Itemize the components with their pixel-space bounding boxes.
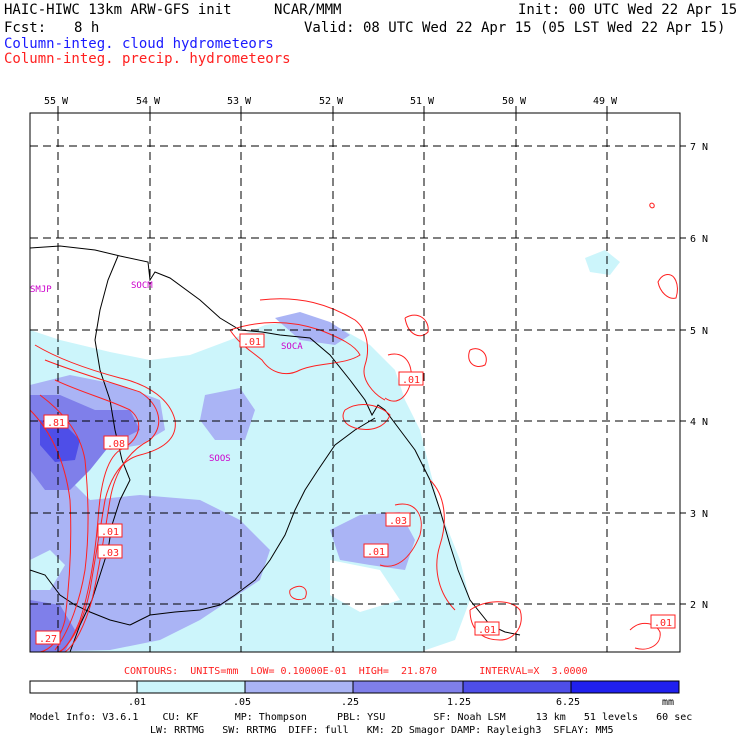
lon-label: 54 W [136,96,161,107]
fcst-value: 8 h [74,20,100,36]
colorbar-bin [352,680,464,694]
lon-label: 55 W [44,96,69,107]
fcst-label: Fcst: [4,20,47,36]
cloud-area-light-2 [330,560,400,612]
model-info-line2: LW: RRTMG SW: RRTMG DIFF: full KM: 2D Sm… [150,725,614,736]
contour-info: CONTOURS: UNITS=mm LOW= 0.10000E-01 HIGH… [124,666,588,677]
colorbar-bin [244,680,354,694]
station-label: SOCA [281,342,303,352]
lat-label: 4 N [690,417,708,428]
station-label: SOCM [131,281,153,291]
lat-label: 5 N [690,326,708,337]
cloud-shading [30,250,620,652]
latlon-grid [30,113,680,652]
colorbar-tick: 1.25 [447,697,471,708]
contour-label: .01 [654,618,672,629]
contour-label: .01 [478,625,496,636]
valid-time: Valid: 08 UTC Wed 22 Apr 15 (05 LST Wed … [304,20,726,36]
colorbar-tick: 6.25 [556,697,580,708]
contour-label: .03 [389,516,407,527]
lon-label: 50 W [502,96,527,107]
colorbar-unit: mm [662,697,674,708]
lon-label: 52 W [319,96,344,107]
colorbar-bin [570,680,680,694]
contour-label: .01 [243,337,261,348]
contour-label: .08 [107,439,125,450]
frame-ticks [57,106,686,605]
plot-frame [29,112,681,653]
contour-label: .81 [47,418,65,429]
lat-label: 2 N [690,600,708,611]
model-info-line1: Model Info: V3.6.1 CU: KF MP: Thompson P… [30,712,693,723]
legend-cloud: Column-integ. cloud hydrometeors [4,36,274,52]
colorbar [29,680,680,694]
cloud-area-darker [40,420,80,462]
contour-label: .01 [101,527,119,538]
lon-label: 53 W [227,96,252,107]
colorbar-bin [136,680,246,694]
contour-label: .01 [402,375,420,386]
colorbar-bin [462,680,572,694]
station-label: SMJP [30,285,52,295]
colorbar-bin [29,680,138,694]
station-label: SOOS [209,454,231,464]
lat-label: 7 N [690,142,708,153]
colorbar-tick: .05 [233,697,251,708]
legend-precip: Column-integ. precip. hydrometeors [4,51,291,67]
lon-label: 49 W [593,96,618,107]
lon-label: 51 W [410,96,435,107]
colorbar-tick: .01 [128,697,146,708]
contour-label: .27 [39,634,57,645]
model-title: HAIC-HIWC 13km ARW-GFS init [4,2,232,18]
cloud-area-light-3 [585,250,620,275]
cloud-area-light-4 [30,550,65,590]
contour-label: .01 [367,547,385,558]
init-time: Init: 00 UTC Wed 22 Apr 15 [518,2,738,18]
cloud-area-medium-4 [275,312,350,345]
lat-label: 6 N [690,234,708,245]
lat-label: 3 N [690,509,708,520]
colorbar-tick: .25 [341,697,359,708]
org-label: NCAR/MMM [274,2,342,18]
contour-label: .03 [101,548,119,559]
